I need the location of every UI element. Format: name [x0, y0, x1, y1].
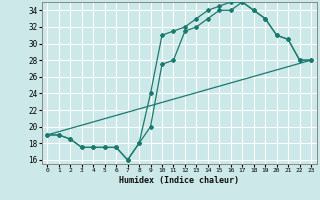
X-axis label: Humidex (Indice chaleur): Humidex (Indice chaleur) [119, 176, 239, 185]
